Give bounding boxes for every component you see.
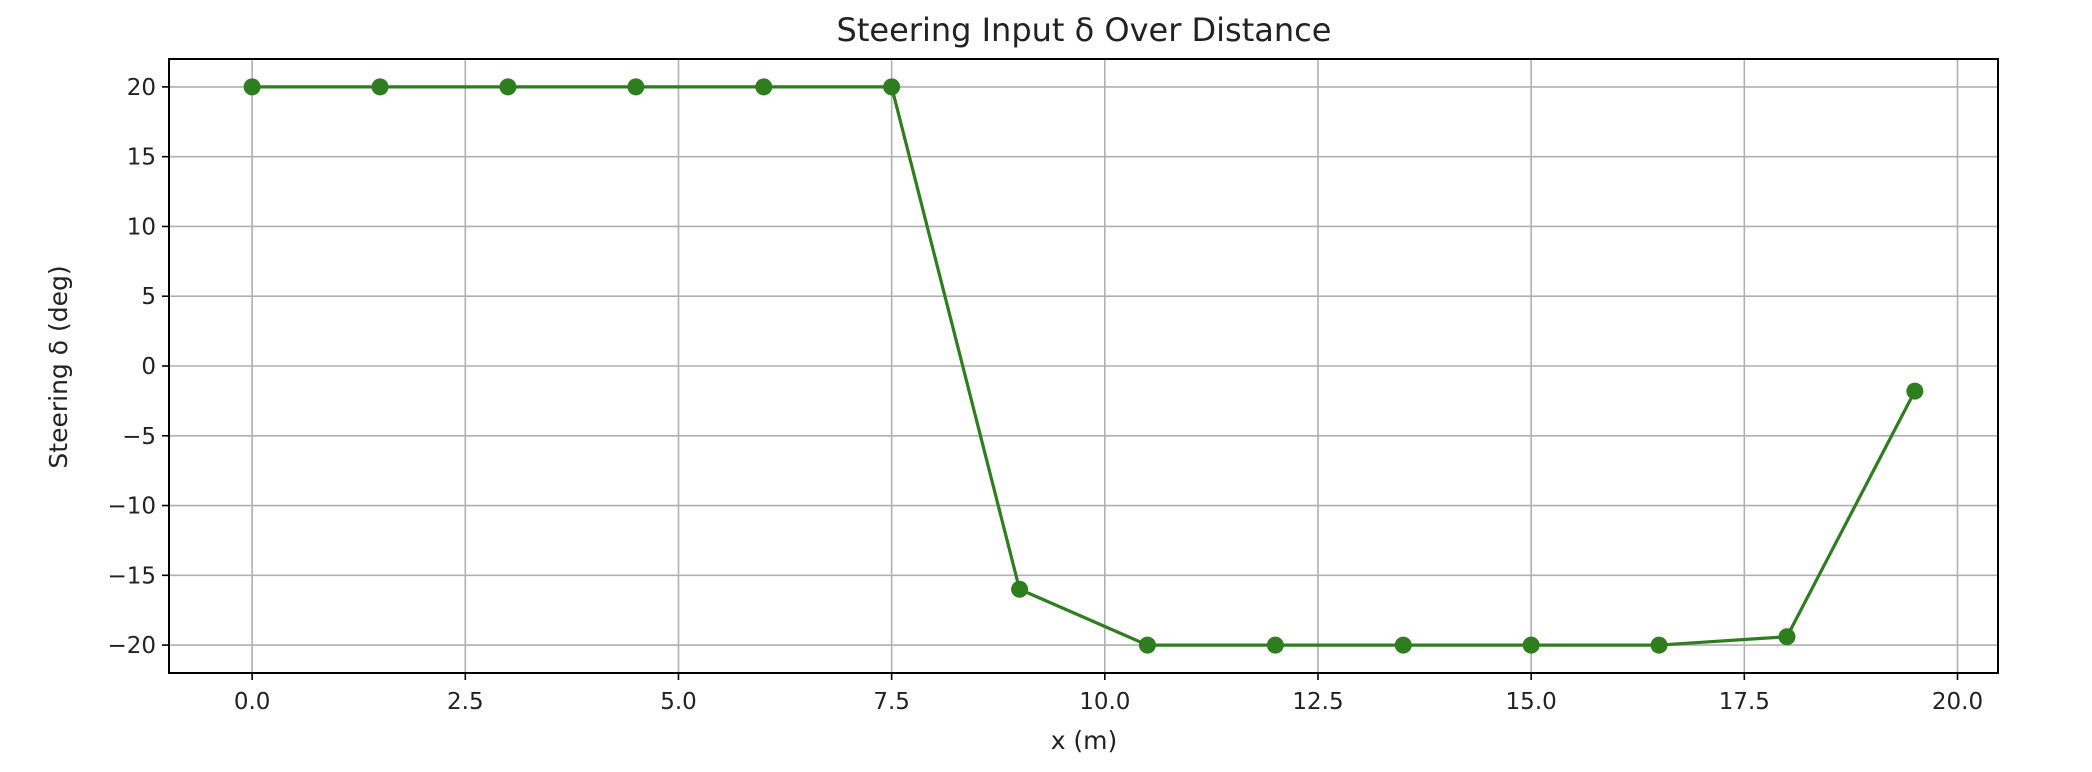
x-axis-label: x (m) [1051,726,1118,755]
y-tick-label: 5 [141,284,156,310]
data-point [755,78,773,96]
x-tick-label: 7.5 [873,689,910,715]
y-tick-label: 20 [127,75,156,101]
series-line [250,85,1917,647]
data-point [627,78,645,96]
y-axis-label: Steering δ (deg) [44,265,73,468]
y-tick-label: −20 [107,633,156,659]
grid [169,59,1998,673]
data-point [499,78,517,96]
y-tick-label: −15 [107,563,156,589]
x-axis: 0.0 2.5 5.0 7.5 10.0 12.5 15.0 17.5 20.0 [234,673,1983,715]
data-point [371,78,389,96]
data-point [1650,636,1668,654]
x-tick-label: 10.0 [1079,689,1130,715]
y-tick-label: 0 [141,354,156,380]
x-tick-label: 12.5 [1292,689,1343,715]
y-tick-label: 15 [127,145,156,171]
data-point [1011,580,1029,598]
data-point [243,78,261,96]
x-tick-label: 5.0 [660,689,697,715]
data-point [1266,636,1284,654]
x-tick-label: 0.0 [234,689,271,715]
y-axis: 20 15 10 5 0 −5 −10 −15 −20 [107,75,169,659]
y-tick-label: 10 [127,214,156,240]
data-point [883,78,901,96]
data-point [1394,636,1412,654]
x-tick-label: 15.0 [1506,689,1557,715]
y-tick-label: −10 [107,494,156,520]
x-tick-label: 20.0 [1932,689,1983,715]
data-point [1522,636,1540,654]
data-point [1906,382,1924,400]
series-layer [243,78,1924,654]
y-tick-label: −5 [122,424,156,450]
data-point [1778,628,1796,646]
chart-title: Steering Input δ Over Distance [837,11,1332,49]
x-tick-label: 17.5 [1719,689,1770,715]
x-tick-label: 2.5 [447,689,484,715]
data-point [1138,636,1156,654]
